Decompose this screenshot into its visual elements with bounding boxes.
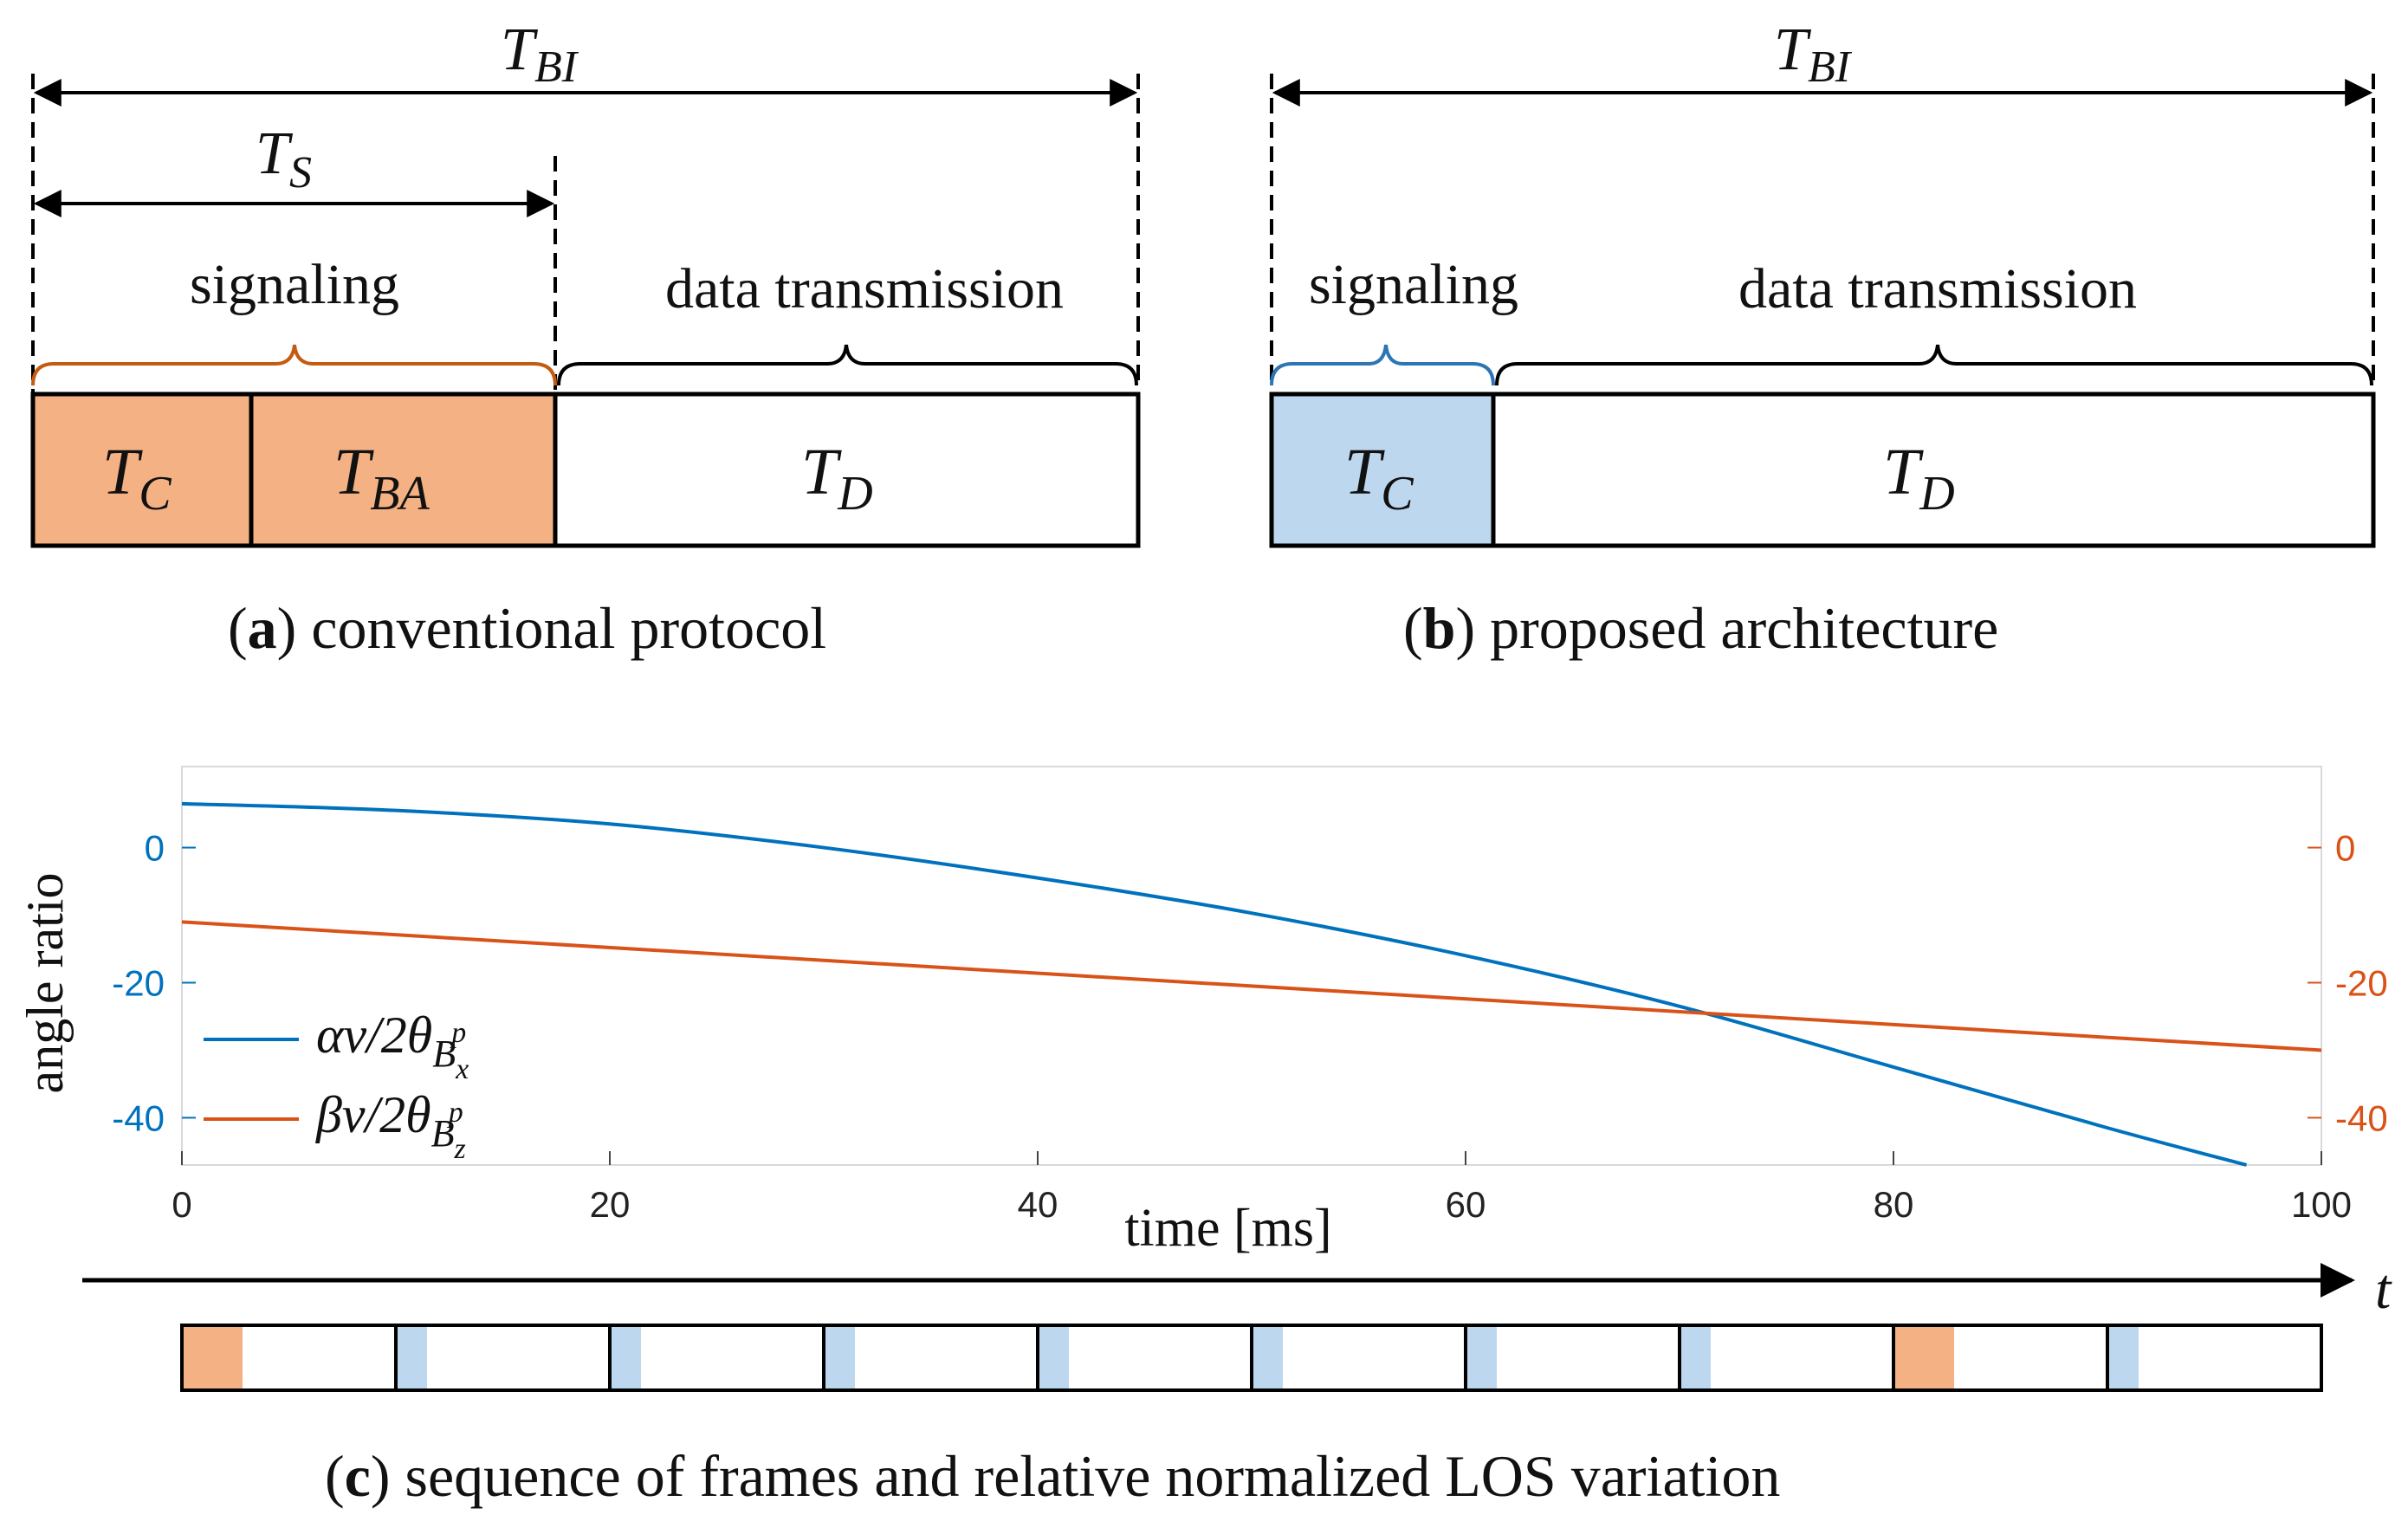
- x-tick-label: 80: [1874, 1184, 1914, 1225]
- frame-signaling-6: [1466, 1325, 1497, 1390]
- time-axis-label: t: [2375, 1258, 2392, 1321]
- frame-9: [2106, 1324, 2323, 1392]
- legend-alpha-label: αv/2θBxp: [316, 1006, 469, 1085]
- caption-c: (c) sequence of frames and relative norm…: [325, 1443, 1780, 1509]
- plot-ticks: 0 20 40 60 80 100 0 -20 -40 0 -20 -40: [112, 828, 2387, 1225]
- frame-signaling-5: [1252, 1325, 1283, 1390]
- y-tick-label-right: -20: [2335, 962, 2388, 1003]
- frame-signaling-7: [1680, 1325, 1711, 1390]
- y-tick-label-right: -40: [2335, 1097, 2388, 1138]
- signaling-label-b: signaling: [1309, 253, 1518, 316]
- y-axis-label: angle ratio: [16, 873, 74, 1094]
- data-transmission-label-b: data transmission: [1738, 257, 2137, 320]
- y-tick-label-left: -20: [112, 962, 165, 1003]
- frame-signaling-8: [1893, 1325, 1954, 1390]
- box-td-label: TD: [801, 436, 873, 521]
- plot-lines: [181, 801, 2322, 1167]
- data-brace: [557, 344, 1138, 386]
- y-tick-label-left: -40: [112, 1097, 165, 1138]
- box-tba-label: TBA: [333, 436, 430, 521]
- frame-signaling-0: [182, 1325, 243, 1390]
- signaling-brace-b: [1270, 344, 1495, 386]
- signaling-brace: [31, 344, 557, 386]
- x-tick-label: 0: [172, 1184, 191, 1225]
- caption-a: (a) conventional protocol: [228, 595, 826, 661]
- box-td: [553, 392, 1141, 548]
- y-tick-label-left: 0: [145, 828, 165, 869]
- panel-b: TBI signaling data transmission TC TD (b…: [1269, 16, 2376, 661]
- box-tc-label-b: TC: [1344, 436, 1414, 521]
- box-td-label-b: TD: [1883, 436, 1955, 521]
- frame-signaling-4: [1038, 1325, 1069, 1390]
- data-brace-b: [1495, 344, 2373, 386]
- x-axis-label: time [ms]: [1124, 1199, 1331, 1258]
- caption-b: (b) proposed architecture: [1403, 595, 1998, 661]
- x-tick-label: 40: [1018, 1184, 1058, 1225]
- frame-signaling-3: [824, 1325, 855, 1390]
- ts-label: TS: [256, 120, 312, 197]
- box-tc: [30, 392, 254, 548]
- panel-c: 0 20 40 60 80 100 0 -20 -40 0 -20 -40 angle ratio t…: [16, 766, 2392, 1509]
- frame-sequence: [180, 1324, 2323, 1392]
- data-transmission-label: data transmission: [665, 257, 1064, 320]
- series-line-1: [181, 920, 2322, 1052]
- series-line-0: [181, 801, 2248, 1167]
- box-tba: [249, 392, 558, 548]
- x-tick-label: 20: [590, 1184, 631, 1225]
- tbi-label: TBI: [501, 16, 579, 92]
- box-td-b: [1491, 392, 2376, 548]
- y-tick-label-right: 0: [2335, 828, 2355, 869]
- signaling-label: signaling: [190, 253, 399, 316]
- plot-area: [181, 766, 2322, 1166]
- panel-a: TBI TS signaling data transmission TC TB…: [30, 16, 1141, 661]
- x-tick-label: 60: [1446, 1184, 1486, 1225]
- frame-signaling-1: [396, 1325, 427, 1390]
- frame-signaling-9: [2107, 1325, 2139, 1390]
- legend-beta-label: βv/2θBzp: [315, 1086, 466, 1165]
- tbi-label-b: TBI: [1774, 16, 1853, 92]
- frame-signaling-2: [610, 1325, 641, 1390]
- x-tick-label: 100: [2291, 1184, 2352, 1225]
- box-tc-label: TC: [102, 436, 172, 521]
